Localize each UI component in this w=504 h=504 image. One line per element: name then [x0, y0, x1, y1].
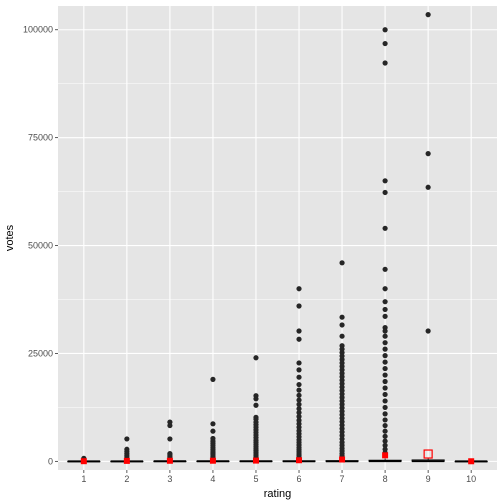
outlier-point — [167, 422, 173, 429]
outlier-point — [382, 178, 388, 184]
outlier-point — [382, 433, 388, 439]
outlier-point — [339, 314, 345, 320]
outlier-point — [382, 225, 388, 231]
x-tick-label: 4 — [210, 474, 215, 484]
outlier-point — [296, 406, 302, 412]
minor-gridlines — [58, 83, 497, 408]
x-tick-label: 1 — [81, 474, 86, 484]
outlier-point — [210, 376, 216, 382]
outlier-point — [382, 398, 388, 404]
mean-markers — [80, 449, 475, 465]
outlier-point — [253, 355, 259, 361]
y-tick-label: 100000 — [23, 25, 53, 35]
x-tick-label: 10 — [466, 474, 476, 484]
outlier-point — [296, 387, 302, 393]
outlier-point — [296, 303, 302, 309]
mean-marker — [382, 452, 389, 459]
outlier-point — [296, 381, 302, 388]
x-tick-label: 3 — [167, 474, 172, 484]
outlier-point — [382, 27, 388, 33]
x-axis: 1 2 3 4 5 6 7 8 9 10 — [81, 470, 476, 484]
outlier-point — [382, 359, 388, 365]
x-tick-label: 7 — [340, 474, 345, 484]
outlier-point — [382, 286, 388, 292]
outlier-point — [425, 12, 431, 18]
x-tick-label: 9 — [426, 474, 431, 484]
outlier-point — [296, 286, 302, 292]
y-tick-label: 75000 — [28, 133, 53, 143]
outlier-point — [253, 396, 259, 402]
outlier-point — [382, 442, 388, 448]
mean-marker — [166, 457, 173, 464]
plot-panel — [58, 6, 497, 470]
outlier-point — [382, 313, 388, 319]
outlier-points — [81, 12, 431, 462]
mean-marker — [123, 457, 130, 464]
mean-marker — [339, 456, 346, 463]
outlier-point — [296, 367, 302, 373]
major-gridlines — [58, 6, 497, 470]
outlier-point — [382, 372, 388, 378]
outlier-point — [167, 436, 173, 442]
outlier-point — [382, 438, 388, 444]
outlier-point — [124, 436, 130, 442]
outlier-point — [382, 333, 388, 339]
mean-marker — [296, 457, 303, 464]
y-tick-label: 25000 — [28, 348, 53, 358]
outlier-point — [382, 299, 388, 305]
y-tick-label: 50000 — [28, 241, 53, 251]
outlier-point — [382, 266, 388, 272]
outlier-point — [296, 401, 302, 407]
outlier-point — [382, 340, 388, 346]
outlier-point — [425, 151, 431, 157]
outlier-point — [425, 184, 431, 190]
mean-marker — [209, 457, 216, 464]
y-tick-label: 0 — [48, 456, 53, 466]
outlier-point — [382, 306, 388, 313]
mean-marker — [80, 458, 87, 465]
mean-marker — [468, 458, 475, 465]
outlier-point — [382, 428, 388, 434]
y-axis: 0 25000 50000 75000 100000 — [23, 25, 58, 466]
outlier-point — [382, 411, 388, 417]
mean-marker — [252, 457, 259, 464]
outlier-point — [382, 40, 388, 47]
outlier-point — [382, 346, 388, 352]
outlier-point — [339, 322, 345, 328]
y-axis-title: votes — [4, 224, 16, 251]
outlier-point — [382, 391, 388, 398]
outlier-point — [296, 392, 302, 398]
outlier-point — [382, 60, 388, 66]
outlier-point — [382, 417, 388, 423]
outlier-point — [210, 421, 216, 427]
mean-marker — [423, 449, 433, 459]
x-tick-label: 8 — [383, 474, 388, 484]
outlier-point — [425, 328, 431, 334]
x-tick-label: 2 — [124, 474, 129, 484]
outlier-point — [339, 260, 345, 266]
outlier-point — [296, 413, 302, 420]
x-tick-label: 5 — [253, 474, 258, 484]
outlier-point — [382, 385, 388, 391]
outlier-point — [382, 328, 388, 334]
outlier-point — [296, 374, 302, 380]
outlier-point — [382, 404, 388, 411]
outlier-point — [382, 378, 388, 385]
outlier-point — [253, 402, 259, 408]
outlier-point — [382, 353, 388, 359]
outlier-point — [296, 328, 302, 334]
box-8 — [368, 458, 402, 463]
x-axis-title: rating — [264, 488, 292, 500]
outlier-point — [210, 428, 216, 434]
outlier-point — [296, 397, 302, 403]
x-tick-label: 6 — [297, 474, 302, 484]
outlier-point — [382, 365, 388, 372]
outlier-point — [296, 409, 302, 416]
outlier-point — [339, 333, 345, 339]
outlier-point — [296, 336, 302, 342]
outlier-point — [382, 189, 388, 196]
outlier-point — [296, 360, 302, 366]
outlier-point — [382, 422, 388, 429]
